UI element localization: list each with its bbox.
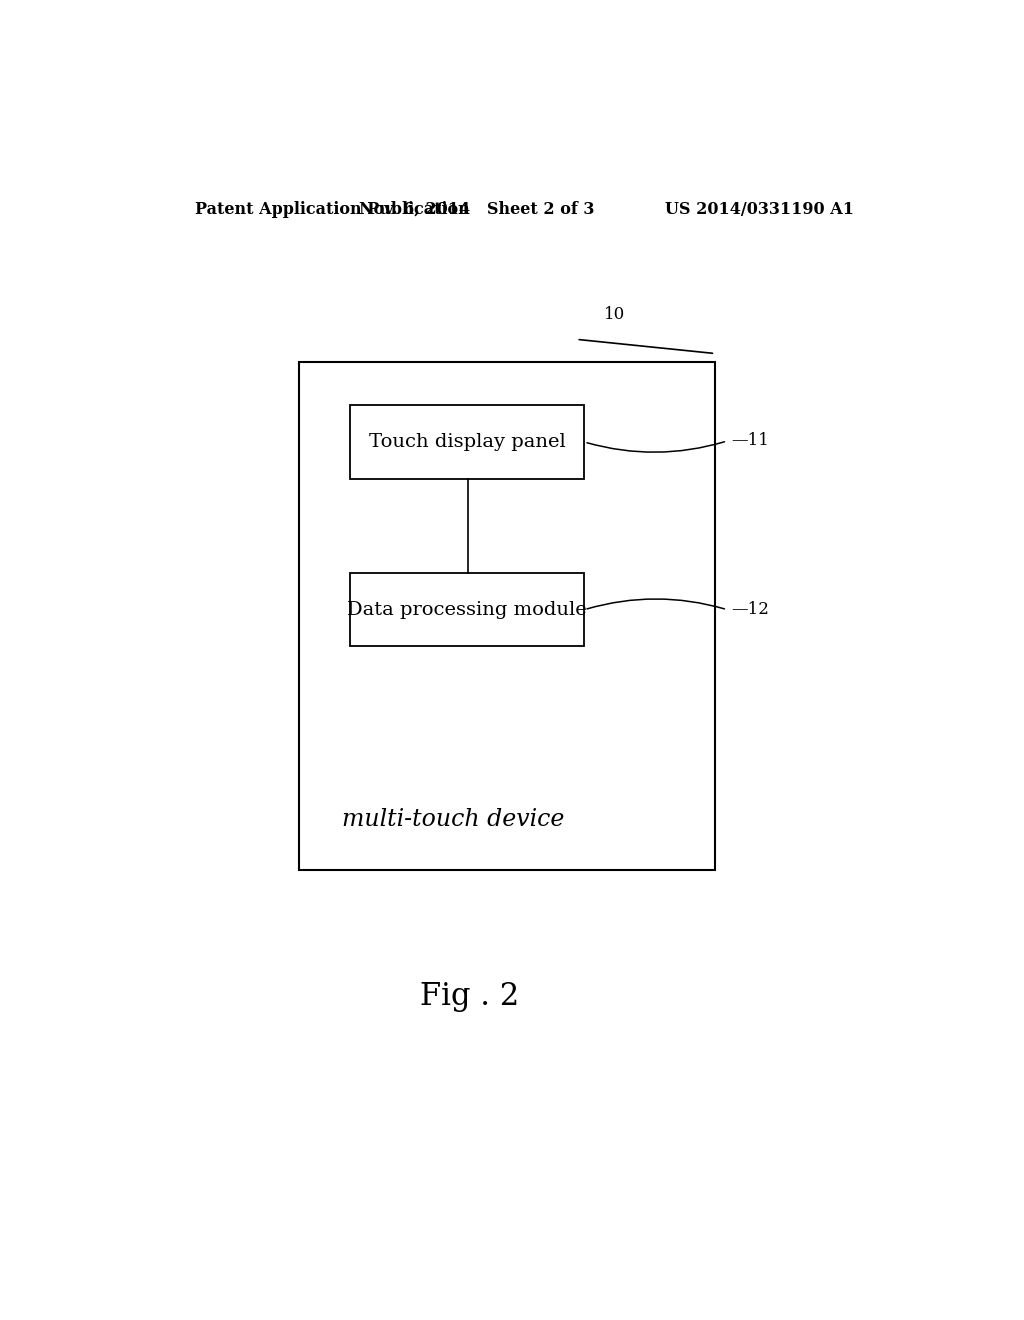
- Text: Data processing module: Data processing module: [347, 601, 587, 619]
- Text: —11: —11: [731, 433, 769, 449]
- Text: US 2014/0331190 A1: US 2014/0331190 A1: [666, 201, 854, 218]
- Text: Patent Application Publication: Patent Application Publication: [196, 201, 470, 218]
- Text: multi-touch device: multi-touch device: [342, 808, 564, 832]
- Text: Touch display panel: Touch display panel: [369, 433, 565, 451]
- Text: —12: —12: [731, 601, 769, 618]
- Text: Nov. 6, 2014   Sheet 2 of 3: Nov. 6, 2014 Sheet 2 of 3: [359, 201, 595, 218]
- Text: 10: 10: [604, 306, 626, 323]
- Bar: [350, 405, 585, 479]
- Bar: [350, 573, 585, 647]
- Bar: [299, 362, 716, 870]
- Text: Fig . 2: Fig . 2: [420, 982, 519, 1012]
